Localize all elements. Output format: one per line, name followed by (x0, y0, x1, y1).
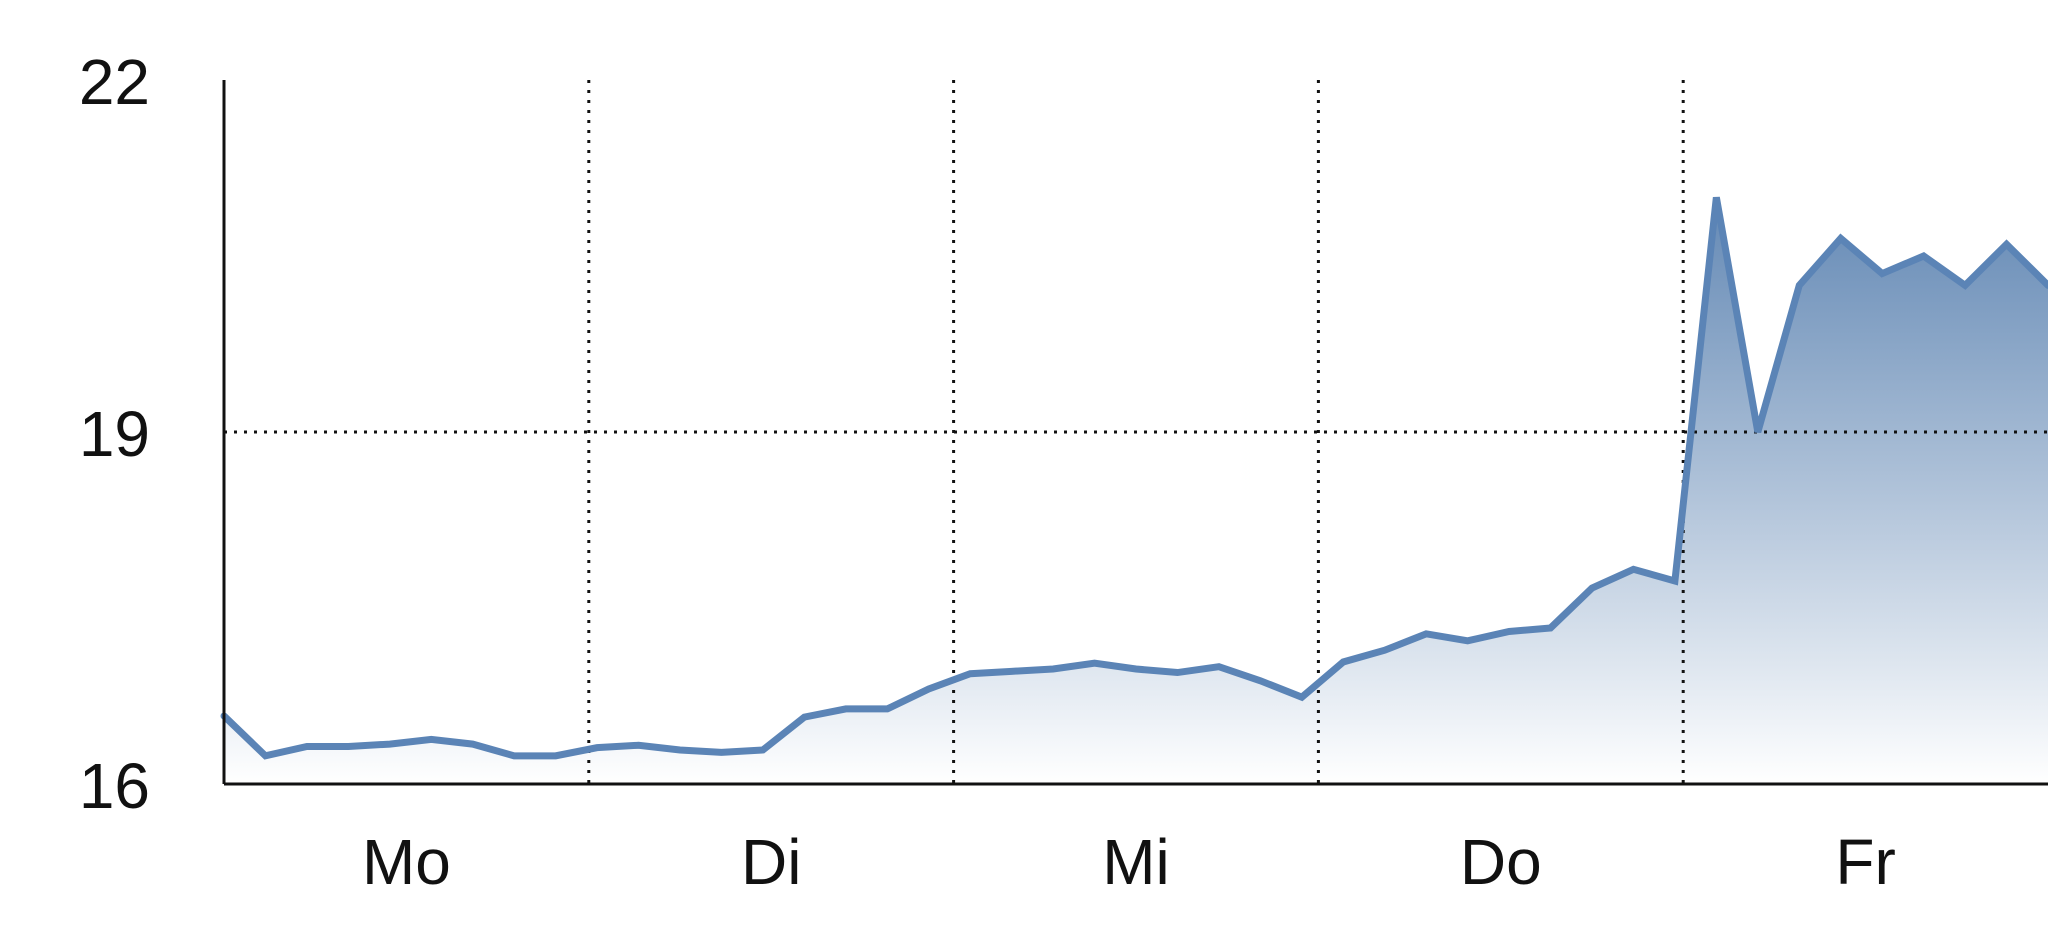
area-fill (224, 197, 2048, 784)
x-axis-labels: Mo Di Mi Do Fr (362, 826, 1896, 898)
y-axis-labels: 16 19 22 (79, 46, 150, 822)
data-line (220, 196, 2048, 760)
x-tick-label-fr: Fr (1835, 826, 1895, 898)
x-tick-label-mo: Mo (362, 826, 451, 898)
grid-lines (224, 80, 2048, 784)
x-tick-label-di: Di (741, 826, 801, 898)
x-tick-label-do: Do (1460, 826, 1542, 898)
y-tick-label-22: 22 (79, 46, 150, 118)
y-tick-label-19: 19 (79, 398, 150, 470)
y-tick-label-16: 16 (79, 750, 150, 822)
x-tick-label-mi: Mi (1102, 826, 1170, 898)
